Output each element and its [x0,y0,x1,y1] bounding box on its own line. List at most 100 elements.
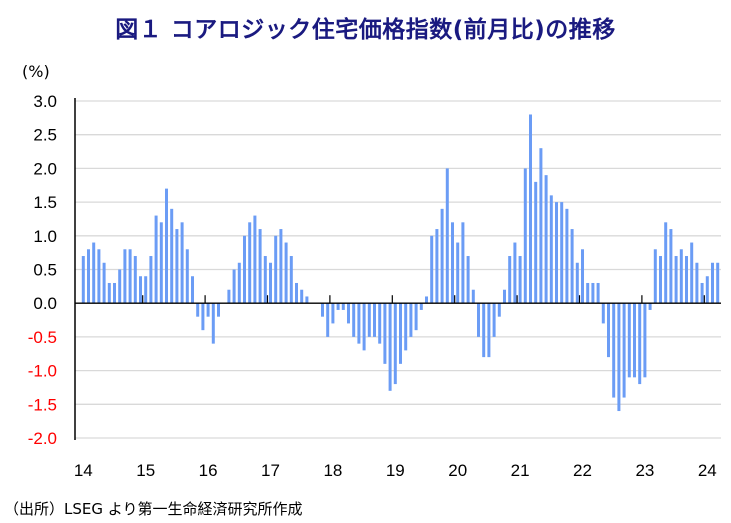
y-tick-label: 0.5 [33,261,57,280]
y-axis-unit-label: (%) [22,62,50,81]
bar [243,235,246,304]
x-tick-label: 23 [635,461,654,480]
bar [133,256,137,304]
bar [165,188,168,304]
bar [529,114,532,304]
bar [674,256,678,304]
bar [237,262,241,304]
bar [466,256,470,304]
bar [482,303,486,358]
bar [690,242,694,304]
bar [518,256,522,304]
bar [622,303,626,398]
bar [352,303,356,337]
bar [107,282,111,304]
bar [362,303,366,351]
bar [503,289,506,304]
bar [560,202,564,304]
bar [471,289,475,304]
bar [170,208,174,304]
bar [321,303,324,317]
bar [383,303,387,364]
chart-title: 図１ コアロジック住宅価格指数(前月比)の推移 [115,17,616,43]
bar [404,303,408,351]
bar [700,282,704,304]
bar [175,229,179,304]
bar [534,181,538,304]
bar [211,303,215,344]
bar [201,303,205,331]
bar [659,256,662,304]
bar [92,242,96,304]
bar [617,303,621,412]
bar [492,303,496,337]
x-tick-label: 20 [448,461,467,480]
bar [711,262,714,304]
bar [123,249,127,304]
y-tick-label: 1.5 [33,193,57,212]
bar [581,249,584,304]
bar [664,222,668,304]
bar [258,229,262,304]
bar [591,282,595,304]
bar [102,262,106,304]
bar [284,242,288,304]
bar [248,222,252,304]
bar [419,303,423,310]
bar [253,215,257,304]
bar [544,175,548,304]
bar [435,229,439,304]
bar [555,202,558,304]
y-tick-label: 2.5 [33,126,57,145]
bar [367,303,371,337]
bar [159,222,163,304]
bar [305,296,309,304]
bar [295,282,298,304]
bar [180,222,184,304]
y-tick-label: -2.0 [28,429,57,448]
bar [206,303,210,317]
bar [196,303,200,317]
bar [341,303,345,310]
bar [596,282,600,304]
bar [227,289,231,304]
bar [87,249,90,304]
bar [191,276,194,304]
bar [373,303,376,337]
y-tick-label: -0.5 [28,328,57,347]
bar [477,303,480,337]
bar [289,256,293,304]
bar [513,242,517,304]
bar [128,249,132,304]
bar [185,249,189,304]
x-tick-label: 16 [199,461,218,480]
bar [430,235,434,304]
bar [118,269,122,304]
y-tick-label: 3.0 [33,92,57,111]
bar [456,242,460,304]
bar [461,222,465,304]
bar [144,276,148,304]
bar [154,215,158,304]
bar [643,303,647,378]
bar [347,303,350,324]
source-note: （出所）LSEG より第一生命経済研究所作成 [4,500,303,518]
bar [326,303,330,337]
bar [445,168,449,304]
y-tick-label: -1.0 [28,362,57,381]
x-tick-label: 21 [511,461,530,480]
bar [679,249,683,304]
bar [612,303,616,398]
bar [97,249,101,304]
bar [388,303,392,391]
bar [705,276,709,304]
bar [414,303,418,331]
bar [393,303,397,385]
bar [232,269,236,304]
bar [539,148,543,304]
bar [451,222,454,304]
bar [399,303,402,364]
bar [565,208,569,304]
bar [217,303,220,317]
